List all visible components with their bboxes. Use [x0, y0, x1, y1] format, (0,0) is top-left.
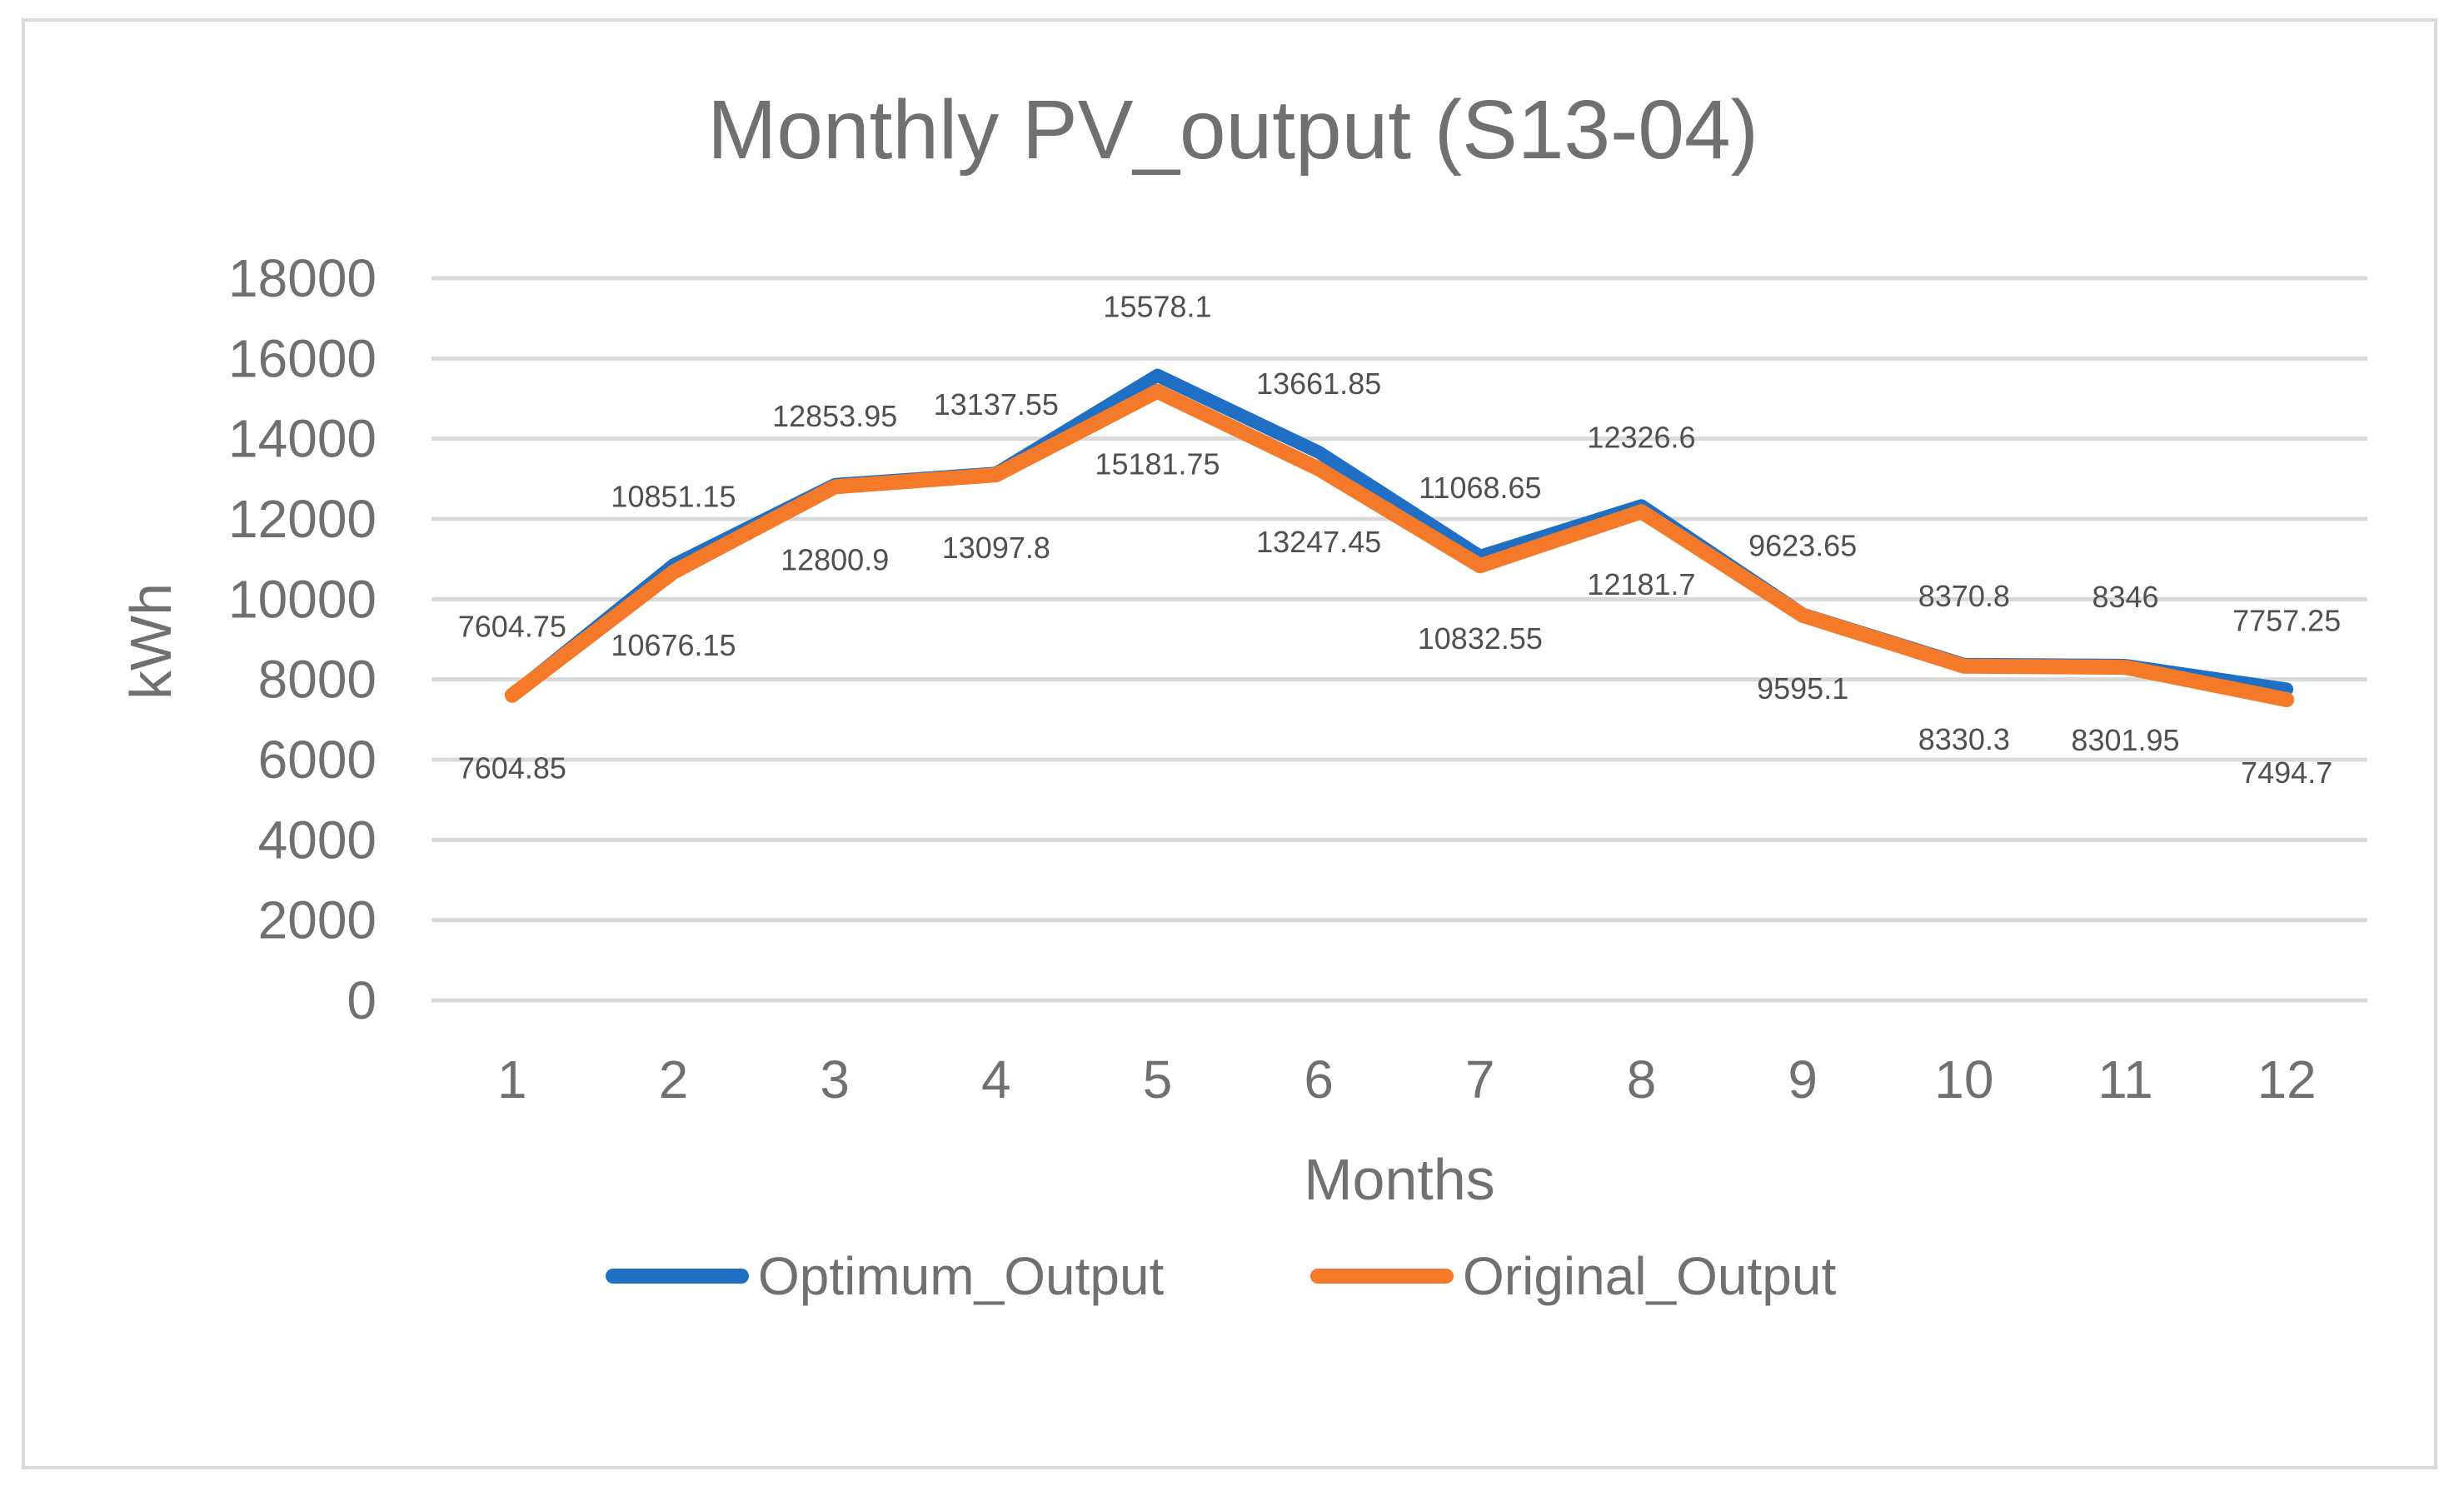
x-tick-label-3: 3	[820, 1050, 850, 1110]
x-tick-label-11: 11	[2097, 1050, 2152, 1110]
data-label-optimum-output-12: 7757.25	[2232, 603, 2341, 637]
data-label-original-output-1: 7604.85	[458, 751, 566, 785]
y-tick-label-16000: 16000	[228, 328, 377, 388]
data-label-original-output-9: 9595.1	[1757, 671, 1848, 706]
y-tick-label-0: 0	[347, 970, 377, 1030]
x-tick-label-8: 8	[1627, 1050, 1657, 1110]
gridlines	[431, 276, 2367, 1003]
data-label-optimum-output-11: 8346	[2092, 580, 2158, 614]
y-tick-label-2000: 2000	[258, 890, 377, 950]
x-tick-label-2: 2	[659, 1050, 689, 1110]
data-label-original-output-7: 10832.55	[1418, 621, 1543, 656]
data-label-optimum-output-8: 12326.6	[1587, 420, 1695, 454]
chart-frame	[22, 18, 2437, 1469]
data-label-original-output-4: 13097.8	[942, 531, 1050, 565]
data-label-optimum-output-3: 12853.95	[772, 399, 897, 433]
data-label-optimum-output-6: 13661.85	[1256, 367, 1381, 401]
y-tick-label-14000: 14000	[228, 409, 377, 469]
y-tick-label-18000: 18000	[228, 248, 377, 308]
data-label-original-output-8: 12181.7	[1587, 567, 1695, 601]
data-label-optimum-output-2: 10851.15	[611, 479, 736, 513]
data-label-original-output-5: 15181.75	[1095, 447, 1220, 481]
x-tick-label-1: 1	[497, 1050, 527, 1110]
chart-title: Monthly PV_output (S13-04)	[707, 83, 1758, 177]
data-label-optimum-output-7: 11068.65	[1419, 471, 1541, 505]
data-label-optimum-output-4: 13137.55	[934, 387, 1059, 421]
x-tick-label-10: 10	[1934, 1050, 1993, 1110]
series-lines	[504, 368, 2295, 708]
x-tick-label-12: 12	[2257, 1050, 2317, 1110]
x-axis-label: Months	[1304, 1147, 1495, 1212]
data-label-original-output-6: 13247.45	[1256, 525, 1381, 559]
data-label-optimum-output-5: 15578.1	[1103, 290, 1211, 324]
x-tick-label-4: 4	[981, 1050, 1011, 1110]
data-labels: 7604.75 10851.15 12853.95 13137.55 15578.1 13…	[458, 290, 2341, 790]
data-label-original-output-12: 7494.7	[2241, 755, 2332, 790]
data-label-original-output-3: 12800.9	[781, 542, 889, 576]
data-label-original-output-11: 8301.95	[2071, 723, 2179, 757]
legend: Optimum_Output Original_Output	[606, 1246, 1836, 1306]
data-label-original-output-10: 8330.3	[1918, 722, 2010, 756]
legend-label-optimum-output: Optimum_Output	[758, 1246, 1165, 1306]
legend-label-original-output: Original_Output	[1463, 1246, 1836, 1306]
data-label-original-output-2: 10676.15	[611, 628, 736, 662]
x-tick-label-9: 9	[1788, 1050, 1818, 1110]
data-label-optimum-output-1: 7604.75	[458, 610, 566, 644]
y-tick-labels: 0 2000 4000 6000 8000 10000 12000 14000 16000 180…	[228, 248, 377, 1030]
data-label-optimum-output-9: 9623.65	[1748, 528, 1857, 562]
y-tick-label-8000: 8000	[258, 650, 377, 710]
x-tick-label-7: 7	[1465, 1050, 1495, 1110]
y-axis-label: kWh	[118, 583, 183, 700]
y-tick-label-4000: 4000	[258, 810, 377, 870]
y-tick-label-10000: 10000	[228, 569, 377, 629]
x-tick-label-5: 5	[1143, 1050, 1173, 1110]
series-line-original-output	[504, 383, 2295, 708]
x-tick-labels: 1 2 3 4 5 6 7 8 9 10 11 12	[497, 1050, 2317, 1110]
data-label-optimum-output-10: 8370.8	[1918, 579, 2010, 613]
y-tick-label-6000: 6000	[258, 730, 377, 790]
x-tick-label-6: 6	[1304, 1050, 1334, 1110]
y-tick-label-12000: 12000	[228, 489, 377, 549]
